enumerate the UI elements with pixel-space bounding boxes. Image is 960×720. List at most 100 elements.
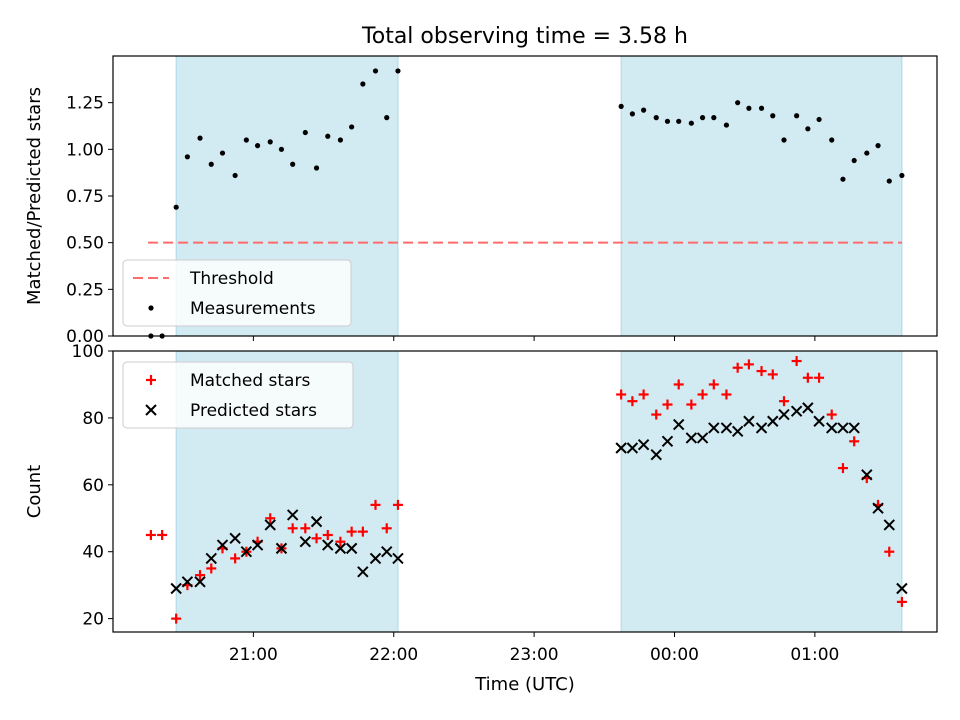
predicted-star-point (848, 422, 860, 434)
measurement-point (184, 154, 190, 160)
matched-star-point (616, 389, 627, 400)
cross-b (790, 405, 803, 417)
measurement-point (219, 150, 226, 156)
matched-star-point (230, 553, 241, 564)
cross-b (181, 576, 194, 588)
predicted-star-point (637, 438, 650, 451)
matched-star-point (767, 369, 778, 380)
measurement-point (899, 172, 905, 179)
predicted-star-point (286, 509, 299, 521)
legend-box (122, 361, 354, 429)
predicted-star-point (755, 422, 768, 434)
y-tick-label: 0.50 (66, 234, 104, 254)
observing-window (620, 350, 903, 633)
cross-b (299, 535, 312, 548)
predicted-star-point (615, 442, 627, 454)
y-axis-label: Matched/Predicted stars (24, 87, 45, 305)
predicted-star-point (369, 552, 382, 565)
count-panel: 20 40 60 80 100 21:00 22:00 23:00 00:00 01:00 Coun… (24, 342, 938, 665)
predicted-star-point (685, 432, 698, 444)
cross-b (802, 402, 814, 414)
matched-star-point (721, 389, 732, 400)
predicted-star-point (708, 422, 720, 434)
predicted-star-point (357, 566, 369, 578)
cross-b (310, 515, 323, 528)
measurement-point (770, 113, 776, 119)
matched-star-point (287, 523, 298, 534)
cross-b (778, 408, 790, 421)
predicted-star-point (673, 418, 685, 431)
matched-star-point (662, 399, 673, 410)
matched-star-point (311, 533, 322, 544)
matched-star-point (686, 399, 697, 410)
series-predicted-stars (170, 402, 908, 595)
predicted-star-point (381, 546, 393, 558)
measurement-point (313, 165, 320, 171)
matched-star-point (708, 379, 719, 390)
matched-star-point (195, 570, 206, 581)
matched-star-point (392, 499, 403, 510)
predicted-star-point (310, 515, 323, 528)
predicted-star-point (275, 542, 288, 555)
predicted-star-point (345, 542, 358, 555)
cross-b (837, 422, 849, 434)
cross-b (240, 546, 253, 558)
predicted-star-point (240, 546, 253, 558)
cross-b (334, 542, 347, 555)
measurement-point (629, 111, 635, 117)
measurement-point (699, 115, 706, 121)
predicted-star-point (170, 582, 182, 595)
chart-title: Total observing time = 3.58 h (361, 24, 688, 49)
legend: Threshold Measurements (122, 259, 352, 327)
y-tick-label: 1.00 (66, 140, 104, 160)
cross-b (369, 552, 382, 565)
cross-b (626, 442, 639, 454)
measurement-point (349, 124, 355, 130)
matched-star-point (335, 536, 346, 547)
measurement-point (232, 172, 238, 179)
x-tick-label: 01:00 (790, 645, 839, 665)
cross-b (286, 509, 299, 521)
measurement-point (864, 150, 870, 156)
legend-label: Measurements (190, 299, 316, 319)
measurement-point (384, 115, 390, 121)
y-tick-label: 1.25 (66, 94, 104, 114)
cross-b (685, 432, 698, 444)
matched-star-point (300, 523, 311, 534)
measurement-point (267, 139, 273, 145)
cross-b (194, 576, 206, 588)
predicted-star-point (334, 542, 347, 555)
y-tick-label: 0.25 (66, 280, 104, 300)
cross-b (229, 532, 241, 545)
x-tick-label: 21:00 (229, 645, 278, 665)
measurement-point (746, 105, 752, 111)
measurement-point (723, 122, 730, 128)
cross-b (661, 435, 674, 448)
measurement-point (711, 115, 717, 121)
measurement-point (875, 143, 881, 149)
legend-label: Predicted stars (190, 401, 317, 421)
predicted-star-point (743, 415, 755, 427)
matched-star-point (673, 379, 684, 390)
matched-star-point (778, 396, 789, 407)
matched-star-point (381, 523, 392, 534)
x-tick-label: 23:00 (510, 645, 559, 665)
matched-star-point (322, 529, 333, 540)
matched-star-point (651, 409, 662, 420)
matched-star-point (791, 356, 802, 367)
measurement-point (208, 161, 214, 167)
cross-b (848, 422, 860, 434)
measurement-point (664, 118, 671, 124)
y-axis-label: Count (24, 465, 45, 518)
axes-frame (112, 350, 938, 633)
matched-star-point (346, 526, 357, 537)
matched-star-point (814, 372, 825, 383)
predicted-star-point (861, 469, 873, 481)
cross-b (637, 438, 650, 451)
predicted-star-point (216, 539, 229, 551)
legend-box (122, 259, 352, 327)
cross-b (755, 422, 768, 434)
cross-b (216, 539, 229, 551)
measurement-point (781, 137, 787, 143)
y-tick-label: 20 (82, 610, 104, 630)
